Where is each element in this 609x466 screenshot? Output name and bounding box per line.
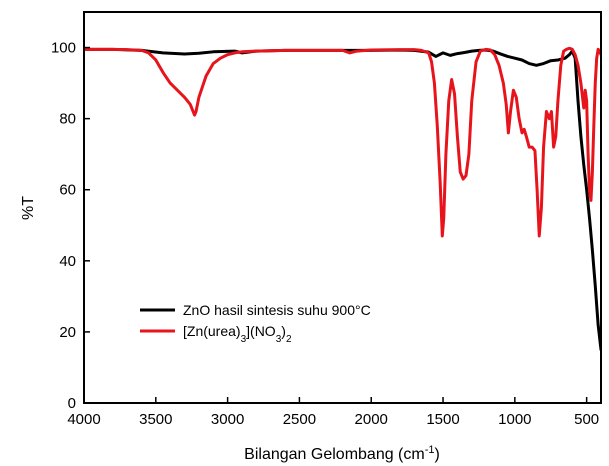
x-tick-label: 2000 xyxy=(355,411,388,428)
x-axis-title-end: ) xyxy=(435,446,440,463)
y-tick-label: 0 xyxy=(68,395,76,412)
x-axis: 4000 3500 3000 2500 2000 1500 1000 500 xyxy=(67,397,599,428)
legend: ZnO hasil sintesis suhu 900°C [Zn(urea)3… xyxy=(140,302,371,345)
y-tick-label: 20 xyxy=(59,324,76,341)
legend-label-complex: [Zn(urea)3](NO3)2 xyxy=(183,323,292,345)
x-tick-label: 3000 xyxy=(211,411,244,428)
y-axis: 0 20 40 60 80 100 xyxy=(51,40,90,412)
plot-frame xyxy=(83,11,602,404)
x-tick-label: 1500 xyxy=(426,411,459,428)
x-axis-title-main: Bilangan Gelombang (cm xyxy=(244,446,425,463)
y-axis-title: %T xyxy=(20,196,37,220)
x-tick-label: 2500 xyxy=(283,411,316,428)
y-tick-label: 80 xyxy=(59,111,76,128)
x-tick-label: 3500 xyxy=(139,411,172,428)
y-tick-label: 40 xyxy=(59,253,76,270)
series-layer xyxy=(84,46,601,352)
series-line-complex xyxy=(84,46,601,238)
x-tick-label: 500 xyxy=(574,411,599,428)
x-axis-title: Bilangan Gelombang (cm-1) xyxy=(244,444,440,463)
x-tick-label: 1000 xyxy=(498,411,531,428)
y-tick-label: 100 xyxy=(51,40,76,57)
x-axis-title-sup: -1 xyxy=(425,444,435,456)
x-tick-label: 4000 xyxy=(67,411,100,428)
y-tick-label: 60 xyxy=(59,182,76,199)
legend-label-zno: ZnO hasil sintesis suhu 900°C xyxy=(183,302,371,318)
